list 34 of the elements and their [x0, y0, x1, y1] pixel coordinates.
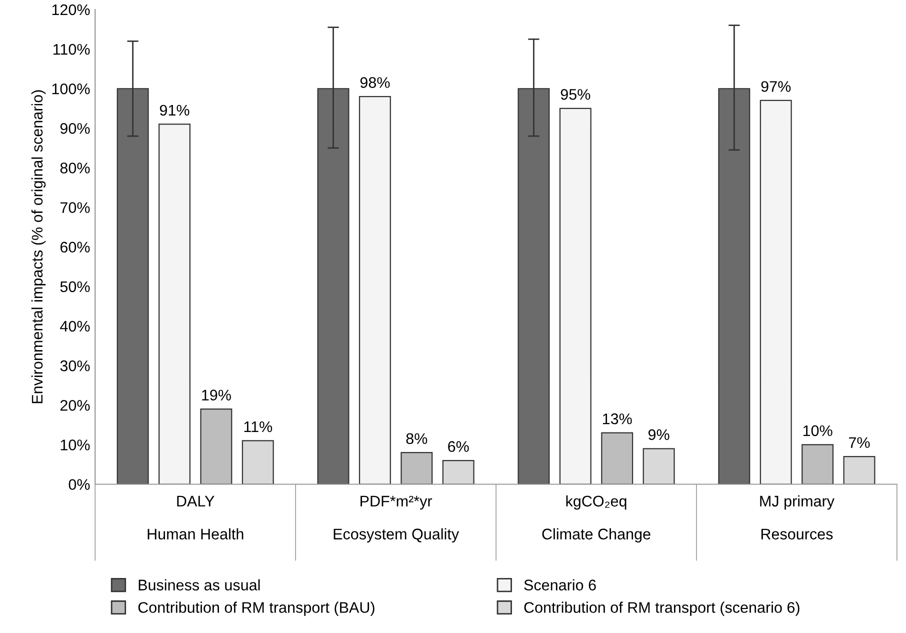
y-tick-label: 50% [60, 281, 90, 292]
y-tick-label: 0% [68, 479, 90, 490]
data-label: 95% [560, 89, 590, 100]
y-tick-label: 70% [60, 202, 90, 213]
y-tick-label: 100% [52, 83, 90, 94]
legend-label: Contribution of RM transport (BAU) [138, 602, 374, 616]
y-tick-label: 80% [60, 162, 90, 174]
data-label: 97% [761, 81, 791, 92]
y-tick-label: 90% [60, 123, 90, 134]
legend-label: Contribution of RM transport (scenario 6) [524, 602, 800, 616]
category-label: MJ primary Resources [760, 495, 834, 540]
y-tick-label: 110% [53, 44, 90, 55]
category-label: PDF*m²*yr Ecosystem Quality [334, 496, 460, 543]
y-tick-label: 20% [60, 400, 90, 411]
data-label: 19% [202, 390, 231, 400]
category-label: DALY Human Health [148, 496, 244, 540]
legend-label: Business as usual [138, 579, 260, 590]
y-axis-title: Environmental impacts (% of original scenario) [31, 90, 46, 404]
data-label: 8% [406, 433, 428, 444]
data-label: 7% [848, 437, 870, 448]
data-label: 9% [648, 429, 670, 440]
legend-label: Scenario 6 [524, 579, 596, 590]
data-label: 98% [360, 77, 390, 88]
y-tick-label: 40% [60, 320, 90, 332]
data-label: 91% [160, 104, 190, 116]
y-tick-label: 30% [60, 360, 90, 372]
y-tick-label: 60% [60, 242, 90, 253]
category-label: kgCO₂eq Climate Change [542, 495, 650, 543]
data-label: 11% [244, 421, 272, 432]
y-tick-label: 10% [60, 440, 90, 450]
data-label: 13% [602, 413, 632, 424]
y-tick-label: 120% [52, 4, 90, 16]
data-label: 6% [448, 441, 469, 452]
data-label: 10% [803, 425, 832, 436]
